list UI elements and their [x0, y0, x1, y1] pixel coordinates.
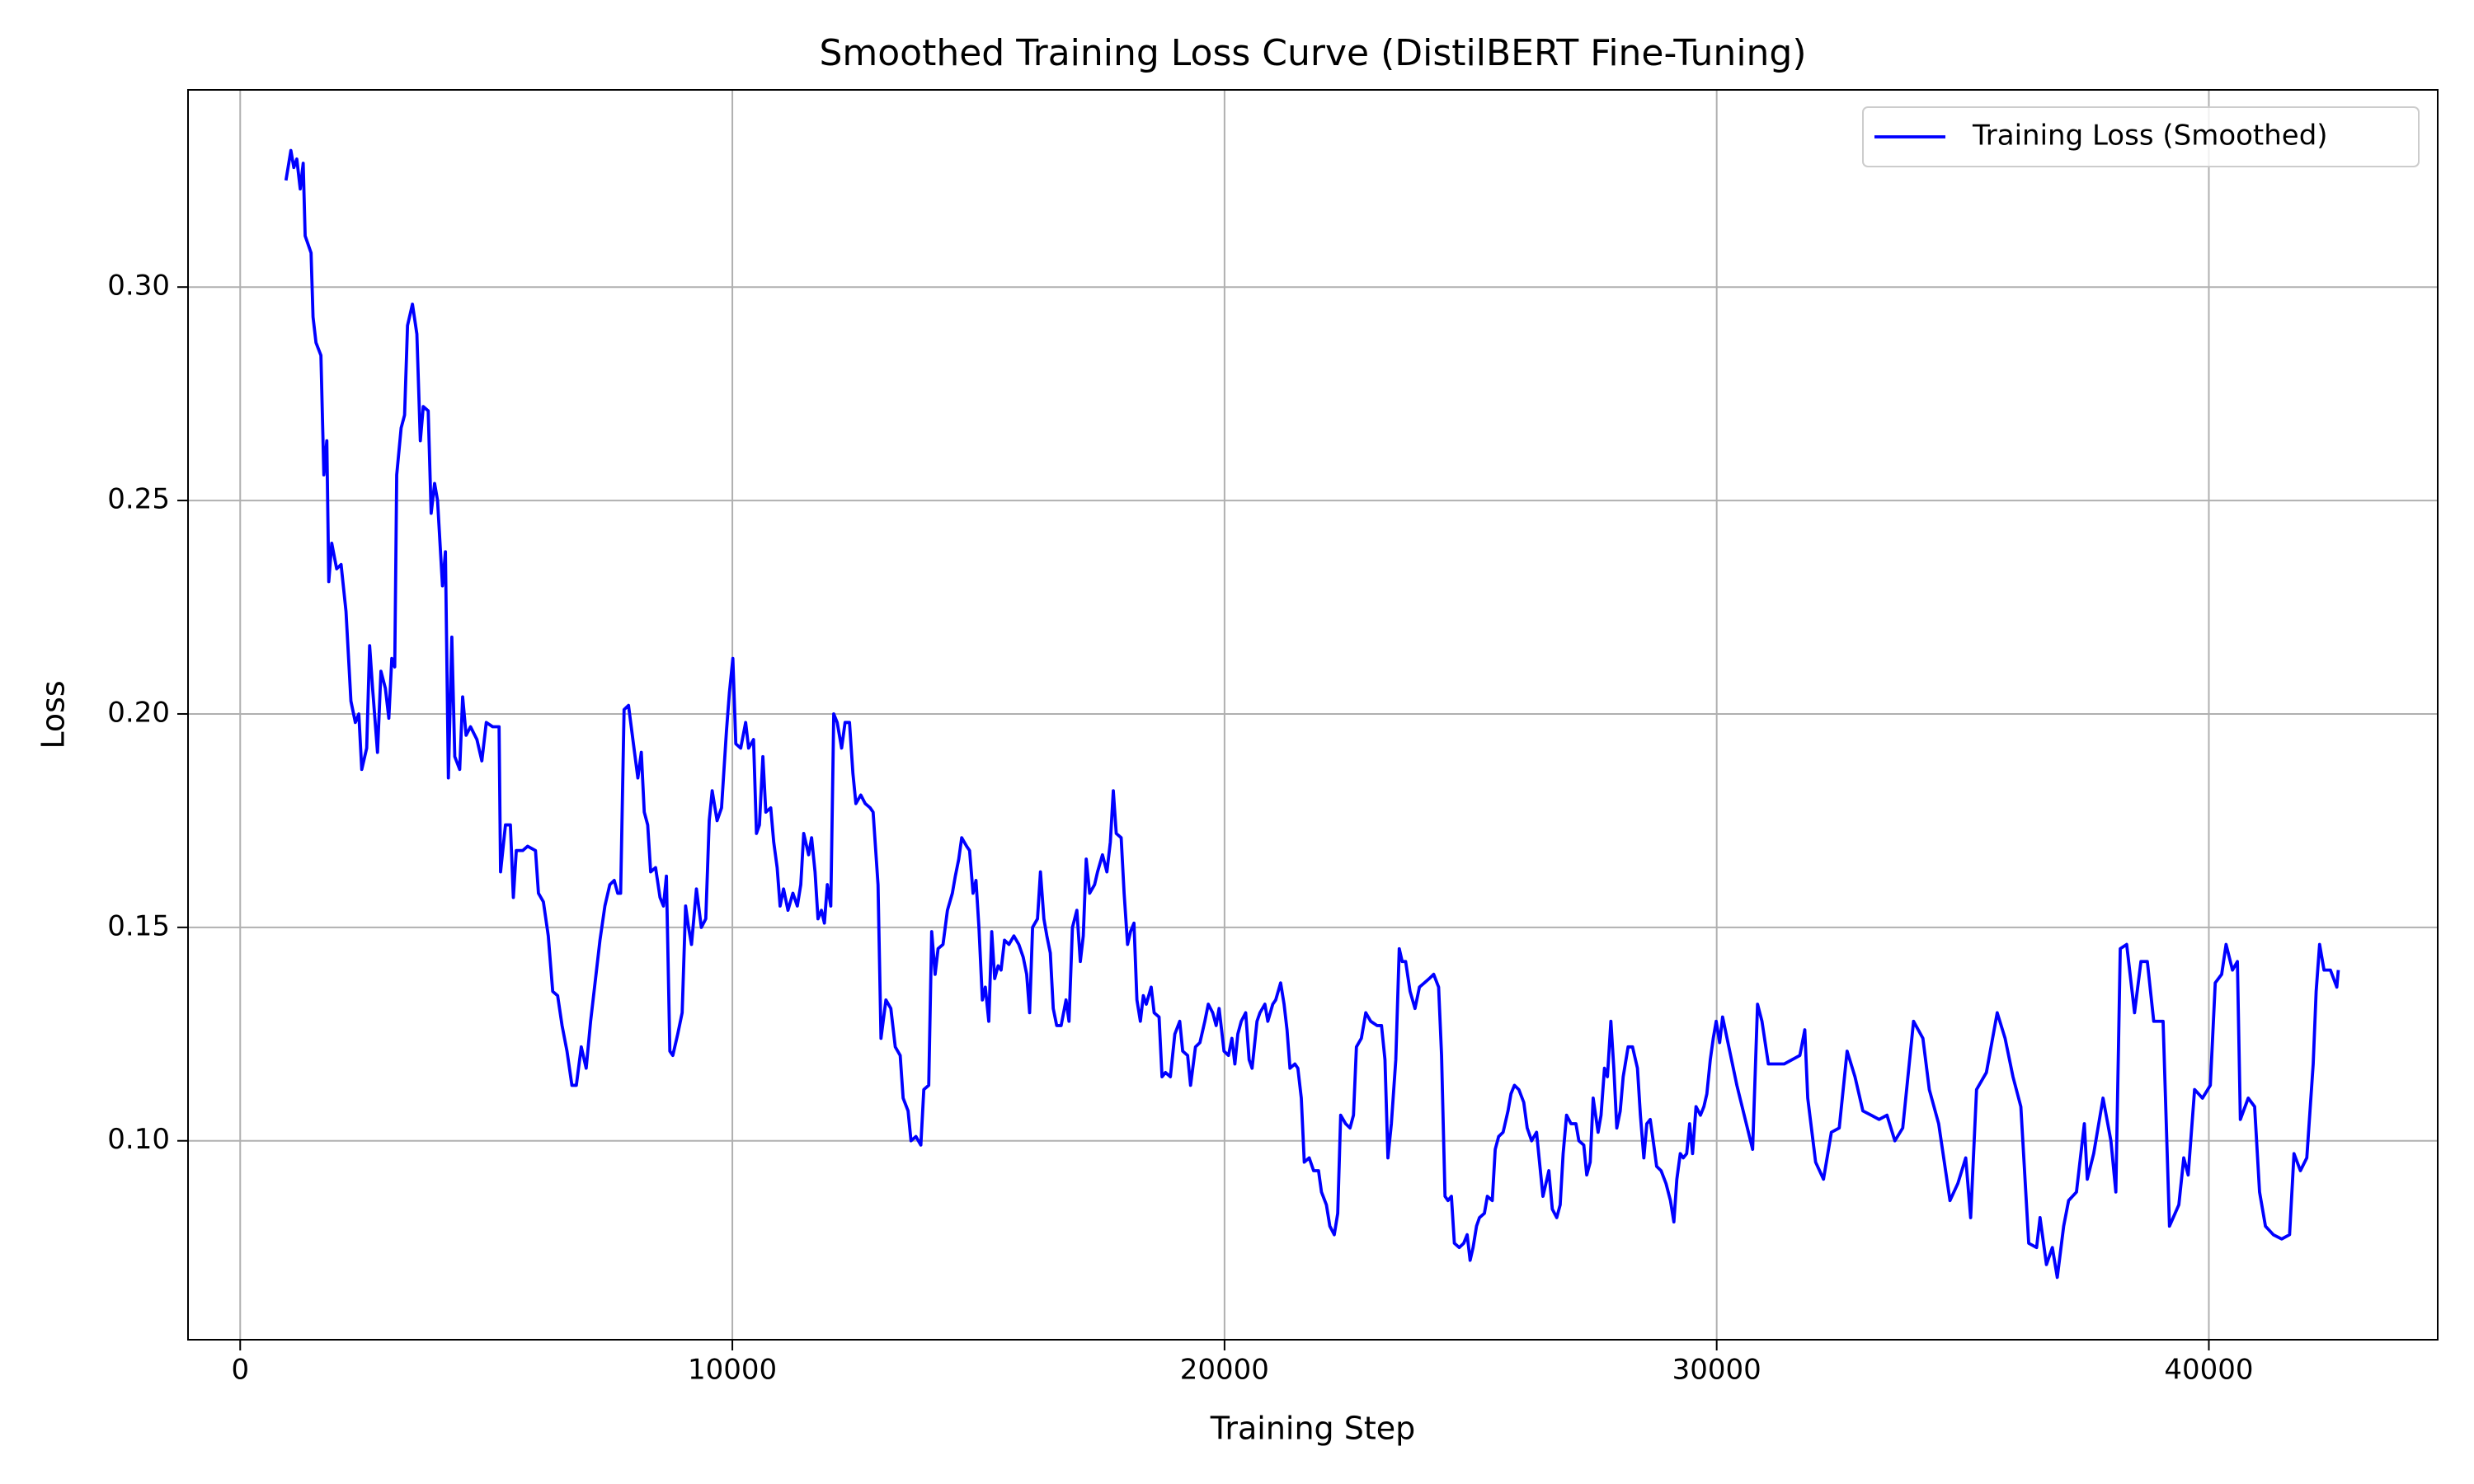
plot-frame — [187, 89, 2439, 1341]
x-tick-label: 40000 — [2164, 1354, 2253, 1387]
y-tick-label: 0.25 — [107, 483, 170, 516]
x-tick-label: 20000 — [1180, 1354, 1269, 1387]
y-tick-label: 0.15 — [107, 909, 170, 942]
loss-line — [284, 148, 2340, 1280]
y-axis-label: Loss — [35, 680, 72, 749]
legend-label: Training Loss (Smoothed) — [1972, 120, 2328, 153]
y-tick-label: 0.20 — [107, 696, 170, 729]
legend-box — [1862, 106, 2420, 167]
x-tick-label: 0 — [231, 1354, 249, 1387]
y-tick-label: 0.10 — [107, 1123, 170, 1156]
chart-title: Smoothed Training Loss Curve (DistilBERT… — [819, 32, 1806, 74]
x-axis-label: Training Step — [1210, 1411, 1416, 1447]
x-tick-label: 30000 — [1672, 1354, 1761, 1387]
y-tick-label: 0.30 — [107, 270, 170, 303]
x-tick-label: 10000 — [688, 1354, 777, 1387]
